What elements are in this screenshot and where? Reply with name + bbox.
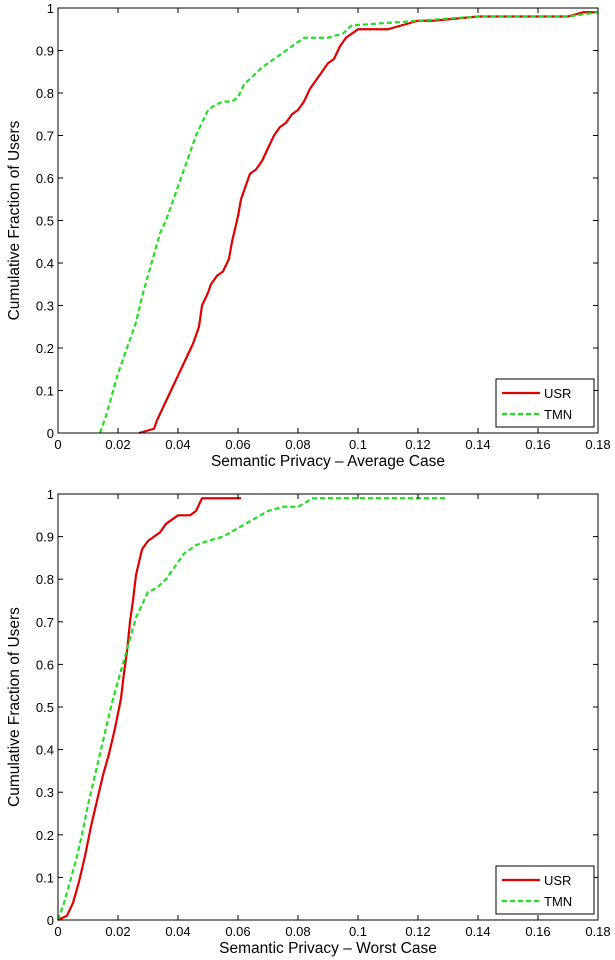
y-tick-label: 0.2 [36,828,54,843]
x-axis-label: Semantic Privacy – Average Case [211,453,445,470]
x-tick-label: 0.12 [405,437,430,452]
y-tick-label: 0.8 [36,86,54,101]
series-line-tmn [98,11,599,434]
x-tick-label: 0 [54,924,61,939]
x-tick-label: 0.18 [585,437,610,452]
y-tick-label: 0.2 [36,341,54,356]
y-tick-label: 0.1 [36,384,54,399]
legend-label-usr: USR [544,386,571,401]
chart-panel-1: 0 0.02 0.04 0.06 0.08 0.1 0.12 0.14 0.16 0.18 0 0.1… [6,1,611,470]
y-axis-label: Cumulative Fraction of Users [6,120,23,320]
series-line-usr [57,497,241,921]
x-axis-label: Semantic Privacy – Worst Case [219,940,437,957]
y-tick-label: 0.9 [36,44,54,59]
y-tick-label: 0.1 [36,870,54,885]
x-tick-label: 0.08 [285,924,310,939]
x-tick-label: 0.14 [465,924,490,939]
series-line-tmn [56,497,448,921]
legend: USR TMN [495,865,595,915]
legend-box [495,378,595,428]
x-tick-label: 0.04 [165,437,190,452]
x-tick-label: 0.12 [405,924,430,939]
y-tick-label: 0.8 [36,572,54,587]
x-tick-label: 0.06 [225,437,250,452]
y-tick-label: 0.3 [36,299,54,314]
x-tick-label: 0.16 [525,437,550,452]
y-tick-label: 1 [47,1,54,16]
y-tick-label: 0.6 [36,657,54,672]
legend-box [495,865,595,915]
x-tick-label: 0.14 [465,437,490,452]
y-axis-label: Cumulative Fraction of Users [6,607,23,807]
legend: USR TMN [495,378,595,428]
x-tick-label: 0.1 [349,924,367,939]
series-line-usr [138,11,598,435]
y-tick-label: 0.3 [36,785,54,800]
y-tick-label: 0.5 [36,214,54,229]
legend-label-tmn: TMN [544,894,572,909]
chart-panel-2: 0 0.02 0.04 0.06 0.08 0.1 0.12 0.14 0.16 0.18 0 0.1… [6,487,611,957]
x-tick-label: 0 [54,437,61,452]
y-tick-label: 0.9 [36,530,54,545]
y-tick-label: 0.5 [36,700,54,715]
x-tick-label: 0.1 [349,437,367,452]
y-tick-label: 0 [47,913,54,928]
y-tick-label: 0.4 [36,256,54,271]
x-tick-label: 0.02 [105,924,130,939]
y-tick-label: 0 [47,426,54,441]
legend-label-usr: USR [544,873,571,888]
legend-label-tmn: TMN [544,407,572,422]
y-tick-label: 1 [47,487,54,502]
y-tick-label: 0.7 [36,615,54,630]
x-tick-label: 0.16 [525,924,550,939]
x-tick-label: 0.08 [285,437,310,452]
y-tick-label: 0.7 [36,129,54,144]
y-tick-label: 0.4 [36,743,54,758]
axes-frame [57,7,599,434]
x-tick-label: 0.06 [225,924,250,939]
x-tick-label: 0.02 [105,437,130,452]
x-tick-label: 0.04 [165,924,190,939]
y-tick-label: 0.6 [36,171,54,186]
x-tick-label: 0.18 [585,924,610,939]
